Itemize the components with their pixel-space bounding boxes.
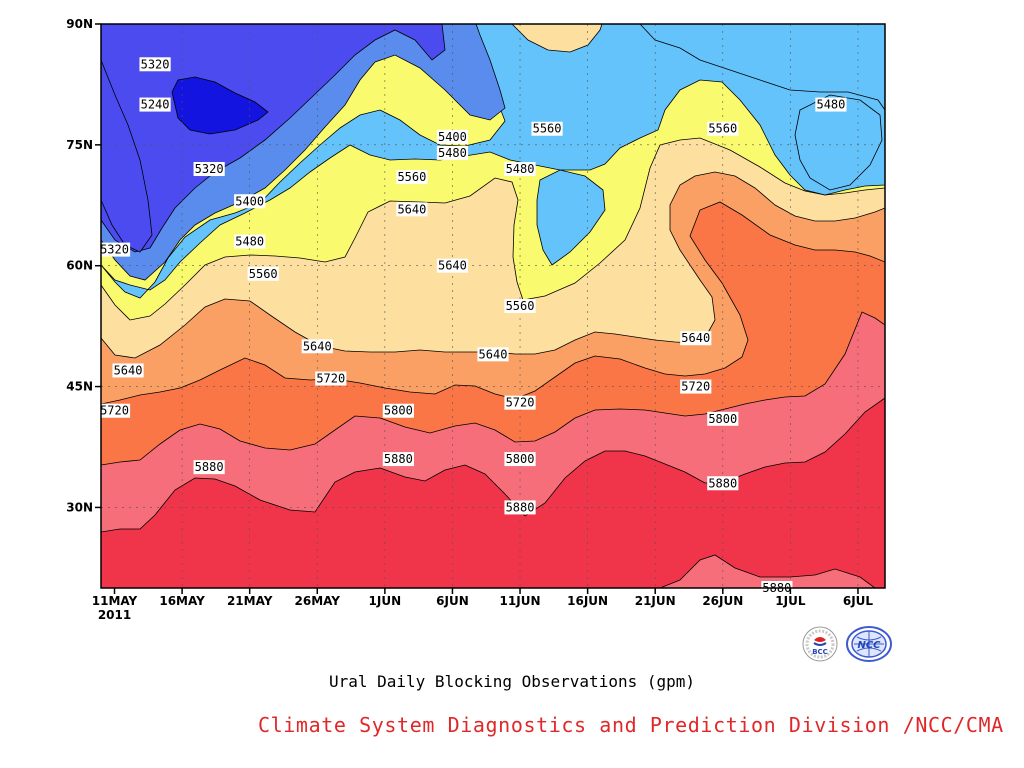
contour-label: 5560: [506, 299, 535, 313]
contour-label: 5320: [100, 243, 129, 257]
x-tick-label: 11MAY: [92, 594, 138, 608]
y-axis: 30N 45N 60N 75N 90N: [66, 17, 101, 514]
contour-label-bg: [436, 129, 469, 144]
x-tick-label: 26JUN: [702, 594, 743, 608]
x-tick-label: 1JUN: [369, 594, 402, 608]
contour-label-bg: [112, 363, 144, 378]
y-tick-label: 90N: [66, 17, 93, 31]
contour-label-bg: [301, 339, 333, 354]
contour-label-bg: [315, 371, 347, 386]
contour-label: 5640: [438, 259, 467, 273]
x-tick-label: 1JUL: [775, 594, 806, 608]
x-tick-label: 6JUL: [843, 594, 874, 608]
contour-label-bg: [193, 162, 225, 177]
contour-label-bg: [247, 266, 279, 281]
contour-label: 5880: [708, 476, 737, 490]
contour-label-bg: [707, 121, 739, 136]
x-year-label: 2011: [98, 608, 131, 622]
contour-label: 5720: [681, 380, 710, 394]
contour-label: 5320: [141, 57, 170, 71]
contour-label-bg: [680, 331, 712, 346]
contour-label: 5480: [506, 162, 535, 176]
x-tick-label: 21MAY: [227, 594, 273, 608]
contour-label-bg: [98, 242, 131, 257]
plot-frame: [100, 23, 886, 589]
y-tick-label: 45N: [66, 380, 93, 394]
ncc-logo-text: NCC: [857, 640, 881, 651]
credit-line: Climate System Diagnostics and Predictio…: [258, 713, 1004, 737]
contour-label: 5720: [100, 404, 129, 418]
contour-label: 5720: [506, 396, 535, 410]
y-tick-label: 60N: [66, 259, 93, 273]
grid-lines: [101, 24, 885, 588]
contour-label-bg: [680, 379, 712, 394]
contour-label: 5480: [816, 98, 845, 112]
contour-label: 5320: [195, 162, 224, 176]
contour-label-bg: [504, 395, 536, 410]
contour-label-bg: [234, 234, 266, 249]
contour-label-bg: [98, 403, 131, 418]
x-tick-label: 21JUN: [635, 594, 676, 608]
contour-label-bg: [707, 411, 739, 426]
contour-label-bg: [382, 403, 414, 418]
contour-label-bg: [436, 145, 469, 160]
x-tick-label: 26MAY: [295, 594, 341, 608]
contour-label-bg: [815, 97, 847, 112]
y-tick-label: 30N: [66, 500, 93, 514]
contour-label: 5640: [397, 202, 426, 216]
contour-label-bg: [477, 347, 509, 362]
contour-label: 5480: [438, 146, 467, 160]
contour-label: 5640: [303, 339, 332, 353]
bcc-logo-text: BCC: [812, 648, 828, 656]
contour-label: 5560: [708, 122, 737, 136]
contour-label: 5240: [141, 98, 170, 112]
contour-label: 5560: [397, 170, 426, 184]
contour-label: 5640: [114, 363, 143, 377]
contour-label-bg: [707, 476, 739, 491]
contour-label: 5800: [506, 452, 535, 466]
contour-label-bg: [193, 460, 225, 475]
contour-labels: 5320 5240 5320 5400 5320 5480 5560 5400 5480 5560…: [98, 57, 847, 595]
contour-label-bg: [504, 162, 536, 177]
y-tick-label: 75N: [66, 138, 93, 152]
contour-label: 5560: [533, 122, 562, 136]
x-tick-label: 6JUN: [436, 594, 469, 608]
contour-label-bg: [504, 299, 536, 313]
contour-label: 5880: [506, 500, 535, 514]
x-tick-label: 16JUN: [567, 594, 608, 608]
contour-label: 5880: [384, 452, 413, 466]
x-tick-label: 16MAY: [159, 594, 205, 608]
contour-label-bg: [139, 97, 171, 112]
contour-label-bg: [504, 452, 536, 467]
contour-label: 5800: [708, 412, 737, 426]
contour-label: 5480: [235, 235, 264, 249]
contour-label-bg: [234, 194, 266, 209]
contour-label: 5720: [316, 372, 345, 386]
contour-label-bg: [396, 170, 428, 185]
ncc-logo-icon: NCC: [846, 626, 892, 662]
contour-label-bg: [531, 121, 563, 136]
chart-caption: Ural Daily Blocking Observations (gpm): [328, 672, 696, 691]
contour-label: 5640: [479, 347, 508, 361]
contour-label-bg: [139, 57, 171, 72]
x-axis: 11MAY 16MAY 21MAY 26MAY 1JUN 6JUN 11JUN 16JUN 21…: [92, 588, 874, 622]
contour-label-bg: [382, 452, 414, 467]
contour-label: 5400: [235, 194, 264, 208]
contour-label: 5400: [438, 130, 467, 144]
contour-label: 5880: [195, 460, 224, 474]
contour-label: 5640: [681, 331, 710, 345]
contour-label-bg: [396, 202, 428, 217]
x-tick-label: 11JUN: [500, 594, 541, 608]
contour-label: 5800: [384, 404, 413, 418]
bcc-logo-icon: BCC: [802, 626, 838, 662]
contour-label-bg: [436, 258, 469, 273]
contour-label: 5560: [249, 267, 278, 281]
contour-label-bg: [504, 500, 536, 515]
